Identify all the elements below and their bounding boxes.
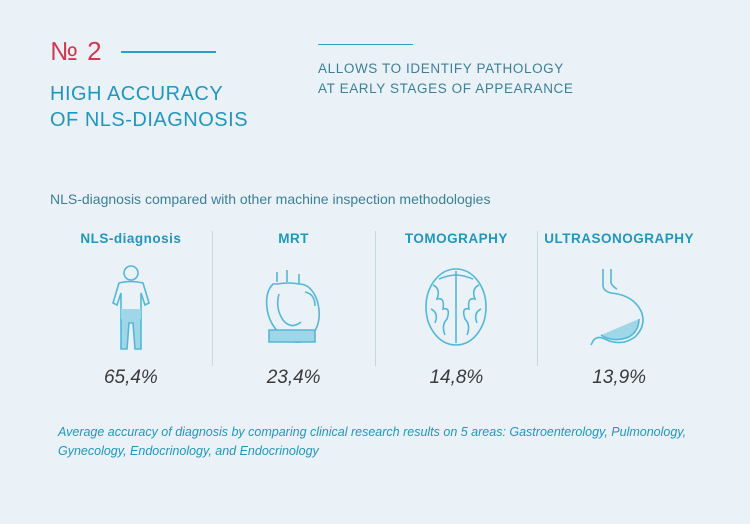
method-nls: NLS-diagnosis 65,4% [50, 231, 212, 389]
body-icon [107, 260, 155, 355]
method-title: MRT [278, 231, 309, 246]
compare-label: NLS-diagnosis compared with other machin… [50, 191, 700, 207]
header-left: № 2 HIGH ACCURACY OF NLS-DIAGNOSIS [50, 36, 248, 133]
main-title: HIGH ACCURACY OF NLS-DIAGNOSIS [50, 81, 248, 133]
header-right: ALLOWS TO IDENTIFY PATHOLOGY AT EARLY ST… [318, 36, 573, 98]
title-line-1: HIGH ACCURACY [50, 81, 248, 107]
methods-row: NLS-diagnosis 65,4% MRT 23,4% TOM [50, 231, 700, 389]
desc-rule [318, 44, 413, 45]
footnote: Average accuracy of diagnosis by compari… [50, 423, 690, 462]
desc-line-1: ALLOWS TO IDENTIFY PATHOLOGY [318, 59, 573, 79]
stomach-icon [583, 260, 655, 355]
method-mrt: MRT 23,4% [213, 231, 375, 389]
method-tomography: TOMOGRAPHY 14,8% [376, 231, 538, 389]
method-title: ULTRASONOGRAPHY [544, 231, 694, 246]
method-title: NLS-diagnosis [80, 231, 181, 246]
sub-description: ALLOWS TO IDENTIFY PATHOLOGY AT EARLY ST… [318, 59, 573, 98]
brain-icon [421, 260, 491, 355]
method-value: 13,9% [592, 367, 646, 389]
section-number: № 2 [50, 36, 103, 67]
desc-line-2: AT EARLY STAGES OF APPEARANCE [318, 79, 573, 99]
method-ultrasonography: ULTRASONOGRAPHY 13,9% [538, 231, 700, 389]
method-title: TOMOGRAPHY [405, 231, 508, 246]
numero-rule [121, 51, 216, 53]
heart-icon [255, 260, 333, 355]
method-value: 65,4% [104, 367, 158, 389]
method-value: 23,4% [267, 367, 321, 389]
numero-row: № 2 [50, 36, 248, 67]
method-value: 14,8% [429, 367, 483, 389]
header-row: № 2 HIGH ACCURACY OF NLS-DIAGNOSIS ALLOW… [50, 36, 700, 133]
title-line-2: OF NLS-DIAGNOSIS [50, 107, 248, 133]
